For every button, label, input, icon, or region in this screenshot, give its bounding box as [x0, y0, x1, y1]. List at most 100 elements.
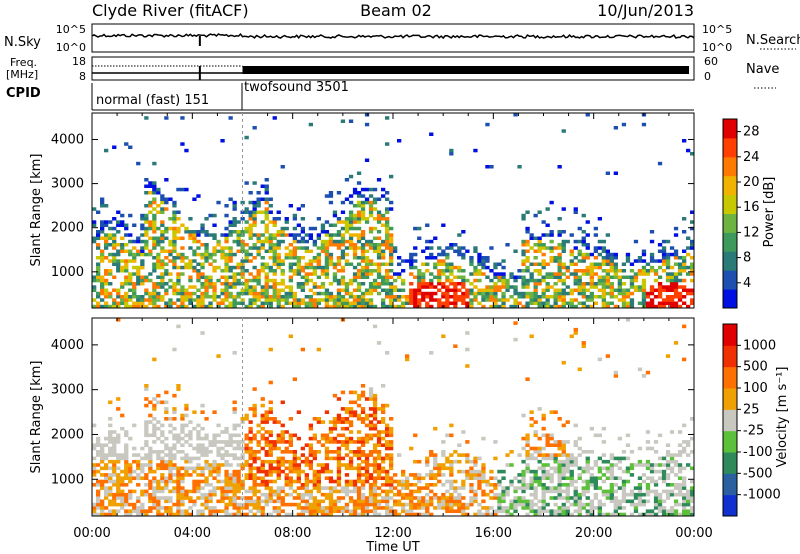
echo-cell [124, 433, 129, 438]
echo-cell [224, 492, 229, 497]
echo-cell [360, 417, 366, 421]
echo-cell [244, 256, 249, 260]
echo-cell [268, 400, 273, 405]
echo-cell [212, 298, 217, 302]
echo-cell [108, 433, 113, 438]
echo-cell [417, 502, 422, 507]
echo-cell [445, 295, 450, 299]
echo-cell [549, 489, 554, 494]
echo-cell [264, 278, 269, 283]
echo-cell [389, 496, 394, 500]
echo-cell [549, 259, 554, 263]
echo-cell [168, 304, 173, 309]
echo-cell [513, 285, 518, 289]
echo-cell [172, 479, 177, 484]
echo-cell [541, 433, 546, 438]
echo-cell [100, 446, 105, 451]
echo-cell [657, 433, 663, 438]
echo-cell [356, 393, 362, 398]
echo-cell [156, 239, 161, 244]
echo-cell [641, 269, 647, 273]
echo-cell [389, 453, 394, 457]
echo-cell [461, 483, 466, 487]
echo-cell [272, 223, 277, 227]
echo-cell [280, 239, 285, 244]
echo-cell [268, 459, 273, 464]
echo-cell [252, 486, 257, 490]
echo-cell [601, 502, 606, 507]
echo-cell [417, 288, 422, 292]
echo-cell [360, 200, 366, 205]
echo-cell [481, 265, 486, 270]
echo-cell [304, 483, 309, 487]
echo-cell [553, 256, 558, 260]
echo-cell [385, 423, 390, 428]
echo-cell [304, 443, 309, 447]
echo-cell [453, 291, 458, 296]
echo-cell [312, 285, 317, 289]
echo-cell [529, 486, 534, 490]
echo-cell [260, 446, 265, 451]
echo-cell [437, 499, 442, 504]
echo-cell [633, 463, 639, 467]
echo-cell [332, 243, 338, 247]
echo-cell [461, 469, 466, 474]
echo-cell [244, 278, 249, 283]
echo-cell [425, 483, 430, 487]
echo-cell [605, 252, 610, 257]
echo-cell [356, 446, 362, 451]
echo-cell [669, 489, 675, 494]
echo-cell [565, 301, 570, 305]
echo-cell [116, 220, 121, 224]
echo-cell [176, 506, 181, 510]
echo-cell [288, 440, 293, 444]
echo-cell [272, 291, 277, 296]
colorbar-swatch [723, 430, 737, 453]
echo-cell [236, 446, 241, 451]
echo-cell [336, 259, 342, 263]
echo-cell [517, 499, 522, 504]
echo-cell [240, 301, 245, 305]
echo-cell [116, 210, 121, 214]
echo-cell [192, 304, 197, 309]
echo-cell [641, 249, 647, 253]
echo-cell [104, 453, 109, 457]
echo-cell [332, 265, 338, 270]
echo-cell [344, 246, 350, 250]
echo-cell [200, 436, 205, 441]
echo-cell [453, 450, 458, 454]
echo-cell [653, 295, 659, 299]
echo-cell [236, 479, 241, 484]
echo-cell [541, 499, 546, 504]
echo-cell [212, 509, 217, 513]
echo-cell [533, 456, 538, 461]
echo-cell [120, 285, 125, 289]
echo-cell [453, 499, 458, 504]
echo-cell [609, 456, 614, 461]
echo-cell [561, 440, 566, 444]
echo-cell [144, 463, 149, 467]
echo-cell [112, 288, 117, 292]
echo-cell [613, 262, 618, 266]
echo-cell [682, 479, 687, 484]
echo-cell [605, 249, 610, 253]
echo-cell [541, 469, 546, 474]
echo-cell [549, 246, 554, 250]
echo-cell [657, 275, 663, 279]
echo-cell [100, 479, 105, 484]
echo-cell [625, 433, 631, 438]
echo-cell [401, 304, 406, 309]
echo-cell [389, 295, 394, 299]
echo-cell [144, 291, 149, 296]
echo-cell [360, 393, 366, 398]
echo-cell [92, 275, 97, 279]
echo-cell [525, 377, 530, 381]
echo-cell [545, 489, 550, 494]
echo-cell [401, 282, 406, 286]
echo-cell [581, 272, 586, 276]
echo-cell [682, 285, 687, 289]
echo-cell [112, 217, 117, 221]
echo-cell [565, 440, 570, 444]
echo-cell [208, 278, 213, 283]
echo-cell [433, 492, 438, 497]
